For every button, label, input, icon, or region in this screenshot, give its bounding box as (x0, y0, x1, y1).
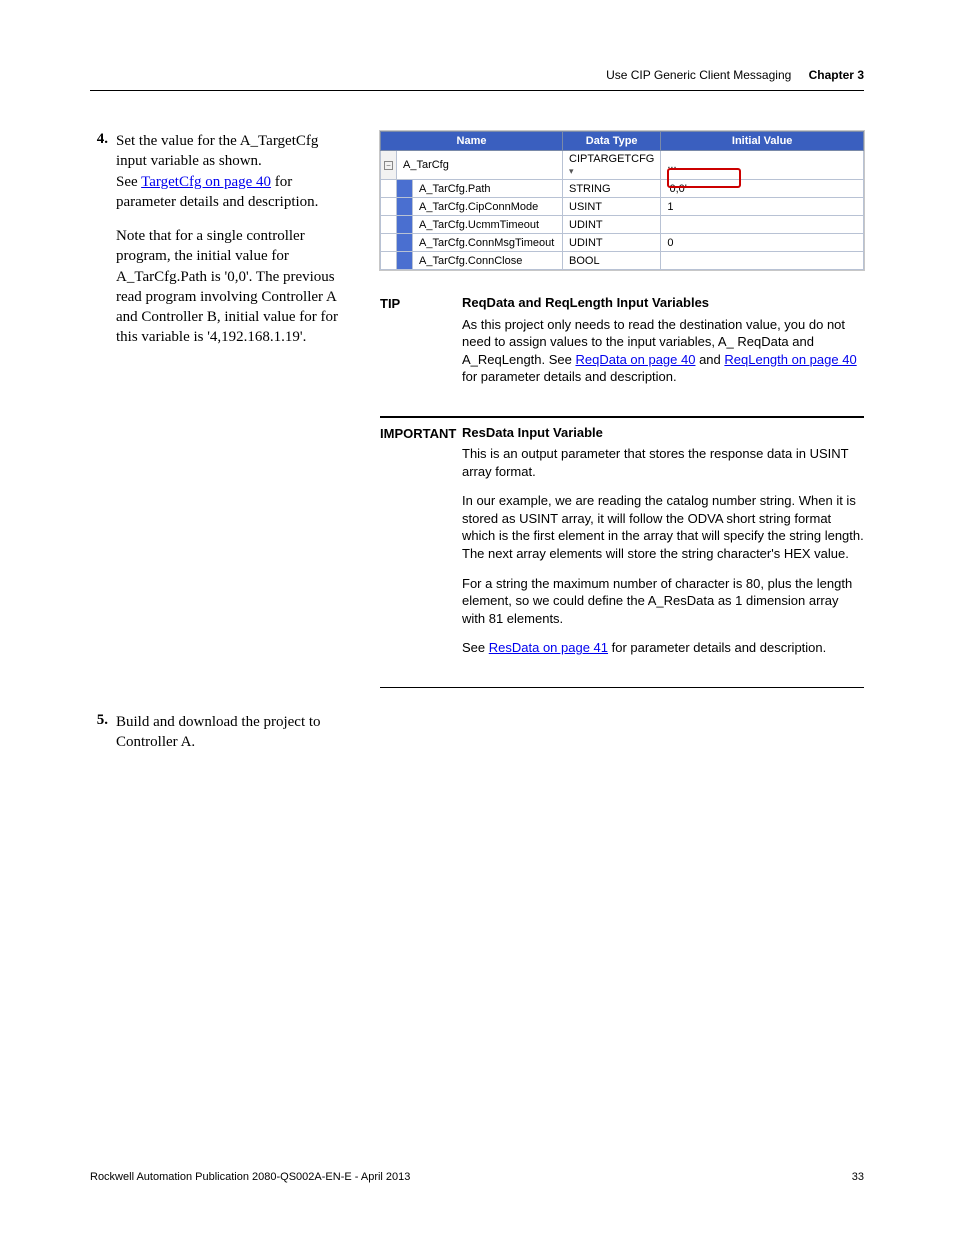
step-4-p2: Note that for a single controller progra… (116, 226, 350, 348)
cell-dtype[interactable]: USINT (563, 198, 661, 216)
content-row-2: 5. Build and download the project to Con… (90, 712, 864, 781)
link-reqdata[interactable]: ReqData on page 40 (575, 352, 695, 367)
cell-ival[interactable]: '0,0' (661, 180, 864, 198)
important-p4: See ResData on page 41 for parameter det… (462, 639, 864, 657)
cell-ival[interactable]: 1 (661, 198, 864, 216)
important-callout: IMPORTANT ResData Input Variable This is… (380, 424, 864, 669)
cell-dtype[interactable]: UDINT (563, 234, 661, 252)
dropdown-icon[interactable]: ▾ (569, 166, 574, 176)
important-p1: This is an output parameter that stores … (462, 445, 864, 480)
table-row[interactable]: − A_TarCfg CIPTARGETCFG ▾ ... (381, 151, 864, 180)
th-ival: Initial Value (661, 132, 864, 151)
step-5: 5. Build and download the project to Con… (90, 712, 350, 767)
cell-dtype[interactable]: STRING (563, 180, 661, 198)
tip-callout: TIP ReqData and ReqLength Input Variable… (380, 294, 864, 398)
tip-body: ReqData and ReqLength Input Variables As… (462, 294, 864, 398)
cell-dtype[interactable]: UDINT (563, 216, 661, 234)
link-targetcfg[interactable]: TargetCfg on page 40 (141, 174, 271, 190)
important-title: ResData Input Variable (462, 424, 864, 442)
important-p2: In our example, we are reading the catal… (462, 492, 864, 562)
divider (380, 687, 864, 688)
th-dtype: Data Type (563, 132, 661, 151)
step-4: 4. Set the value for the A_TargetCfg inp… (90, 131, 350, 362)
tip-text: As this project only needs to read the d… (462, 316, 864, 386)
tip-label: TIP (380, 294, 462, 398)
link-resdata[interactable]: ResData on page 41 (489, 640, 608, 655)
important-body: ResData Input Variable This is an output… (462, 424, 864, 669)
cell-name[interactable]: A_TarCfg.Path (413, 180, 563, 198)
variable-table-wrap: Name Data Type Initial Value − A_TarCfg … (380, 131, 864, 270)
right-column: Name Data Type Initial Value − A_TarCfg … (380, 131, 864, 694)
table-row[interactable]: A_TarCfg.ConnClose BOOL (381, 252, 864, 270)
link-reqlength[interactable]: ReqLength on page 40 (724, 352, 856, 367)
important-p3: For a string the maximum number of chara… (462, 575, 864, 628)
table-row[interactable]: A_TarCfg.UcmmTimeout UDINT (381, 216, 864, 234)
left-column-2: 5. Build and download the project to Con… (90, 712, 350, 781)
tip-title: ReqData and ReqLength Input Variables (462, 294, 864, 312)
header-chapter: Chapter 3 (809, 68, 864, 82)
cell-dtype[interactable]: CIPTARGETCFG ▾ (563, 151, 661, 180)
footer-page-number: 33 (852, 1171, 864, 1183)
step-5-number: 5. (90, 712, 116, 767)
tree-toggle-cell[interactable]: − (381, 151, 397, 180)
variable-table: Name Data Type Initial Value − A_TarCfg … (380, 131, 864, 270)
cell-name[interactable]: A_TarCfg.ConnClose (413, 252, 563, 270)
table-row[interactable]: A_TarCfg.CipConnMode USINT 1 (381, 198, 864, 216)
cell-name[interactable]: A_TarCfg.CipConnMode (413, 198, 563, 216)
collapse-icon[interactable]: − (384, 161, 393, 170)
page-header: Use CIP Generic Client Messaging Chapter… (90, 68, 864, 91)
left-column: 4. Set the value for the A_TargetCfg inp… (90, 131, 350, 694)
page-footer: Rockwell Automation Publication 2080-QS0… (90, 1171, 864, 1183)
cell-dtype[interactable]: BOOL (563, 252, 661, 270)
table-row[interactable]: A_TarCfg.ConnMsgTimeout UDINT 0 (381, 234, 864, 252)
step-5-body: Build and download the project to Contro… (116, 712, 350, 767)
cell-ival[interactable] (661, 252, 864, 270)
divider (380, 416, 864, 418)
th-name: Name (381, 132, 563, 151)
step-4-p1: Set the value for the A_TargetCfg input … (116, 131, 350, 212)
footer-publication: Rockwell Automation Publication 2080-QS0… (90, 1171, 410, 1183)
content-row-1: 4. Set the value for the A_TargetCfg inp… (90, 131, 864, 694)
cell-ival[interactable]: 0 (661, 234, 864, 252)
cell-ival[interactable]: ... (661, 151, 864, 180)
important-label: IMPORTANT (380, 424, 462, 669)
cell-name[interactable]: A_TarCfg.UcmmTimeout (413, 216, 563, 234)
table-row[interactable]: A_TarCfg.Path STRING '0,0' (381, 180, 864, 198)
cell-ival[interactable] (661, 216, 864, 234)
cell-name[interactable]: A_TarCfg.ConnMsgTimeout (413, 234, 563, 252)
step-4-number: 4. (90, 131, 116, 362)
step-5-p1: Build and download the project to Contro… (116, 712, 350, 753)
cell-name[interactable]: A_TarCfg (397, 151, 563, 180)
header-section: Use CIP Generic Client Messaging (606, 68, 791, 82)
step-4-body: Set the value for the A_TargetCfg input … (116, 131, 350, 362)
